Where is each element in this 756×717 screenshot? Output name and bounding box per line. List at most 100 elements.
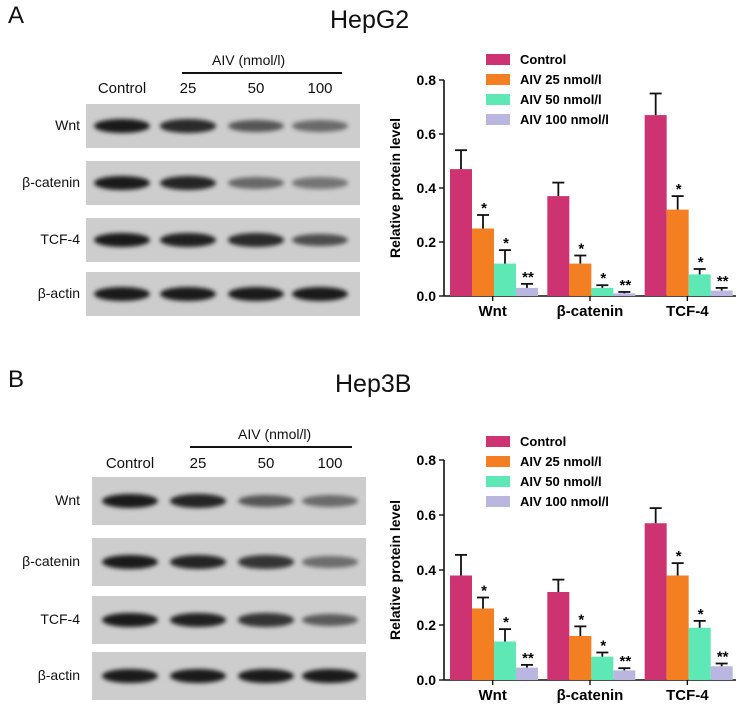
legend-label: AIV 25 nmol/l bbox=[520, 454, 602, 469]
blot-band bbox=[160, 233, 216, 247]
y-tick-label: 0.0 bbox=[417, 672, 437, 688]
blot-band bbox=[292, 233, 348, 247]
bar-chart-a: 0.0 0.2 0.4 0.6 0.8 Relative protein level * * *… bbox=[376, 40, 752, 330]
bar bbox=[569, 636, 592, 680]
blot-band bbox=[238, 555, 294, 569]
significance-label: * bbox=[578, 611, 584, 628]
blot-row-label-0: Wnt bbox=[55, 117, 80, 133]
legend-swatch bbox=[486, 456, 510, 467]
blot-strip-3 bbox=[86, 272, 360, 316]
bar bbox=[494, 641, 516, 680]
blot-band bbox=[228, 233, 284, 247]
blot-row-label-1: β-catenin bbox=[22, 174, 80, 190]
y-axis-label: Relative protein level bbox=[387, 500, 403, 640]
blot-band bbox=[160, 119, 216, 133]
blot-band bbox=[238, 494, 294, 508]
blot-band bbox=[102, 494, 158, 508]
bar bbox=[591, 287, 614, 296]
significance-label: * bbox=[676, 548, 682, 565]
y-tick-label: 0.6 bbox=[417, 126, 437, 142]
blot-band bbox=[170, 555, 226, 569]
legend-label: AIV 100 nmol/l bbox=[520, 494, 609, 509]
y-tick-label: 0.2 bbox=[417, 234, 437, 250]
bar bbox=[644, 115, 667, 296]
blot-strip-0 bbox=[86, 104, 360, 148]
blot-band bbox=[102, 555, 158, 569]
legend-swatch bbox=[486, 476, 510, 487]
x-tick-label: β-catenin bbox=[557, 687, 624, 704]
blot-strip-2 bbox=[92, 596, 366, 644]
blot-band bbox=[228, 119, 284, 133]
panel-b-title: Hep3B bbox=[335, 370, 412, 398]
bar bbox=[688, 627, 711, 680]
blot-strip-1 bbox=[86, 161, 360, 205]
blot-band bbox=[160, 287, 216, 301]
bar bbox=[494, 263, 516, 296]
bar bbox=[710, 290, 733, 296]
blot-band bbox=[292, 120, 348, 132]
bar bbox=[547, 592, 570, 680]
bar bbox=[688, 274, 711, 296]
blot-strip-3 bbox=[92, 652, 366, 700]
significance-label: ** bbox=[522, 650, 534, 667]
blot-band bbox=[292, 287, 348, 301]
blot-band bbox=[170, 494, 226, 508]
legend-swatch bbox=[486, 74, 510, 85]
significance-label: * bbox=[578, 241, 584, 258]
blot-strip-1 bbox=[92, 538, 366, 586]
legend-label: AIV 100 nmol/l bbox=[520, 112, 609, 127]
significance-label: * bbox=[698, 254, 704, 271]
y-axis-label: Relative protein level bbox=[387, 118, 403, 258]
significance-label: * bbox=[600, 638, 606, 655]
y-tick-label: 0.8 bbox=[417, 72, 437, 88]
lane-label-0: Control bbox=[97, 80, 147, 97]
bar bbox=[644, 523, 667, 680]
bar bbox=[450, 169, 472, 296]
blot-band bbox=[302, 669, 358, 683]
bar bbox=[450, 575, 472, 680]
blot-band bbox=[94, 287, 150, 301]
significance-label: ** bbox=[619, 653, 631, 670]
lane-label-1: 25 bbox=[189, 455, 207, 472]
bar bbox=[516, 287, 538, 296]
bar bbox=[516, 667, 538, 680]
significance-label: ** bbox=[717, 649, 729, 666]
blot-row-label-2: TCF-4 bbox=[40, 231, 80, 247]
blot-band bbox=[302, 495, 358, 507]
y-tick-label: 0.8 bbox=[417, 452, 437, 468]
blot-band bbox=[160, 176, 216, 190]
x-tick-label: TCF-4 bbox=[666, 303, 709, 320]
bar bbox=[666, 575, 689, 680]
blot-row-label-1: β-catenin bbox=[22, 553, 80, 569]
legend-label: Control bbox=[520, 434, 566, 449]
y-tick-label: 0.4 bbox=[417, 180, 437, 196]
legend-label: AIV 25 nmol/l bbox=[520, 72, 602, 87]
lane-label-0: Control bbox=[105, 455, 155, 472]
blot-row-label-0: Wnt bbox=[55, 492, 80, 508]
legend-swatch bbox=[486, 496, 510, 507]
bar-chart-b: 0.0 0.2 0.4 0.6 0.8 Relative protein level * * *… bbox=[376, 420, 752, 712]
y-tick-label: 0.0 bbox=[417, 288, 437, 304]
blot-band bbox=[228, 177, 284, 189]
western-blot-a: AIV (nmol/l) Control 25 50 100 Wnt β-catenin TC… bbox=[0, 0, 370, 330]
legend-label: AIV 50 nmol/l bbox=[520, 92, 602, 107]
blot-band bbox=[170, 669, 226, 683]
blot-band bbox=[302, 556, 358, 568]
x-tick-label: TCF-4 bbox=[666, 687, 709, 704]
treatment-header: AIV (nmol/l) bbox=[238, 426, 312, 442]
significance-label: * bbox=[600, 270, 606, 287]
significance-label: * bbox=[481, 583, 487, 600]
panel-a-title: HepG2 bbox=[330, 6, 410, 34]
treatment-underline bbox=[190, 446, 352, 448]
blot-row-label-2: TCF-4 bbox=[40, 611, 80, 627]
blot-band bbox=[292, 177, 348, 189]
bar bbox=[710, 666, 733, 680]
y-tick-label: 0.4 bbox=[417, 562, 437, 578]
bar bbox=[472, 608, 494, 680]
blot-band bbox=[228, 287, 284, 301]
significance-label: ** bbox=[619, 277, 631, 294]
lane-label-3: 100 bbox=[307, 80, 333, 97]
x-tick-label: Wnt bbox=[479, 687, 507, 704]
bar bbox=[613, 670, 636, 680]
